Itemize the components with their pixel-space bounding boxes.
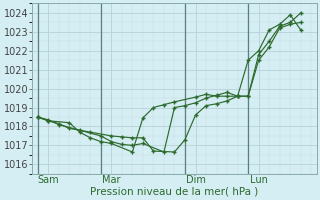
- X-axis label: Pression niveau de la mer( hPa ): Pression niveau de la mer( hPa ): [90, 187, 259, 197]
